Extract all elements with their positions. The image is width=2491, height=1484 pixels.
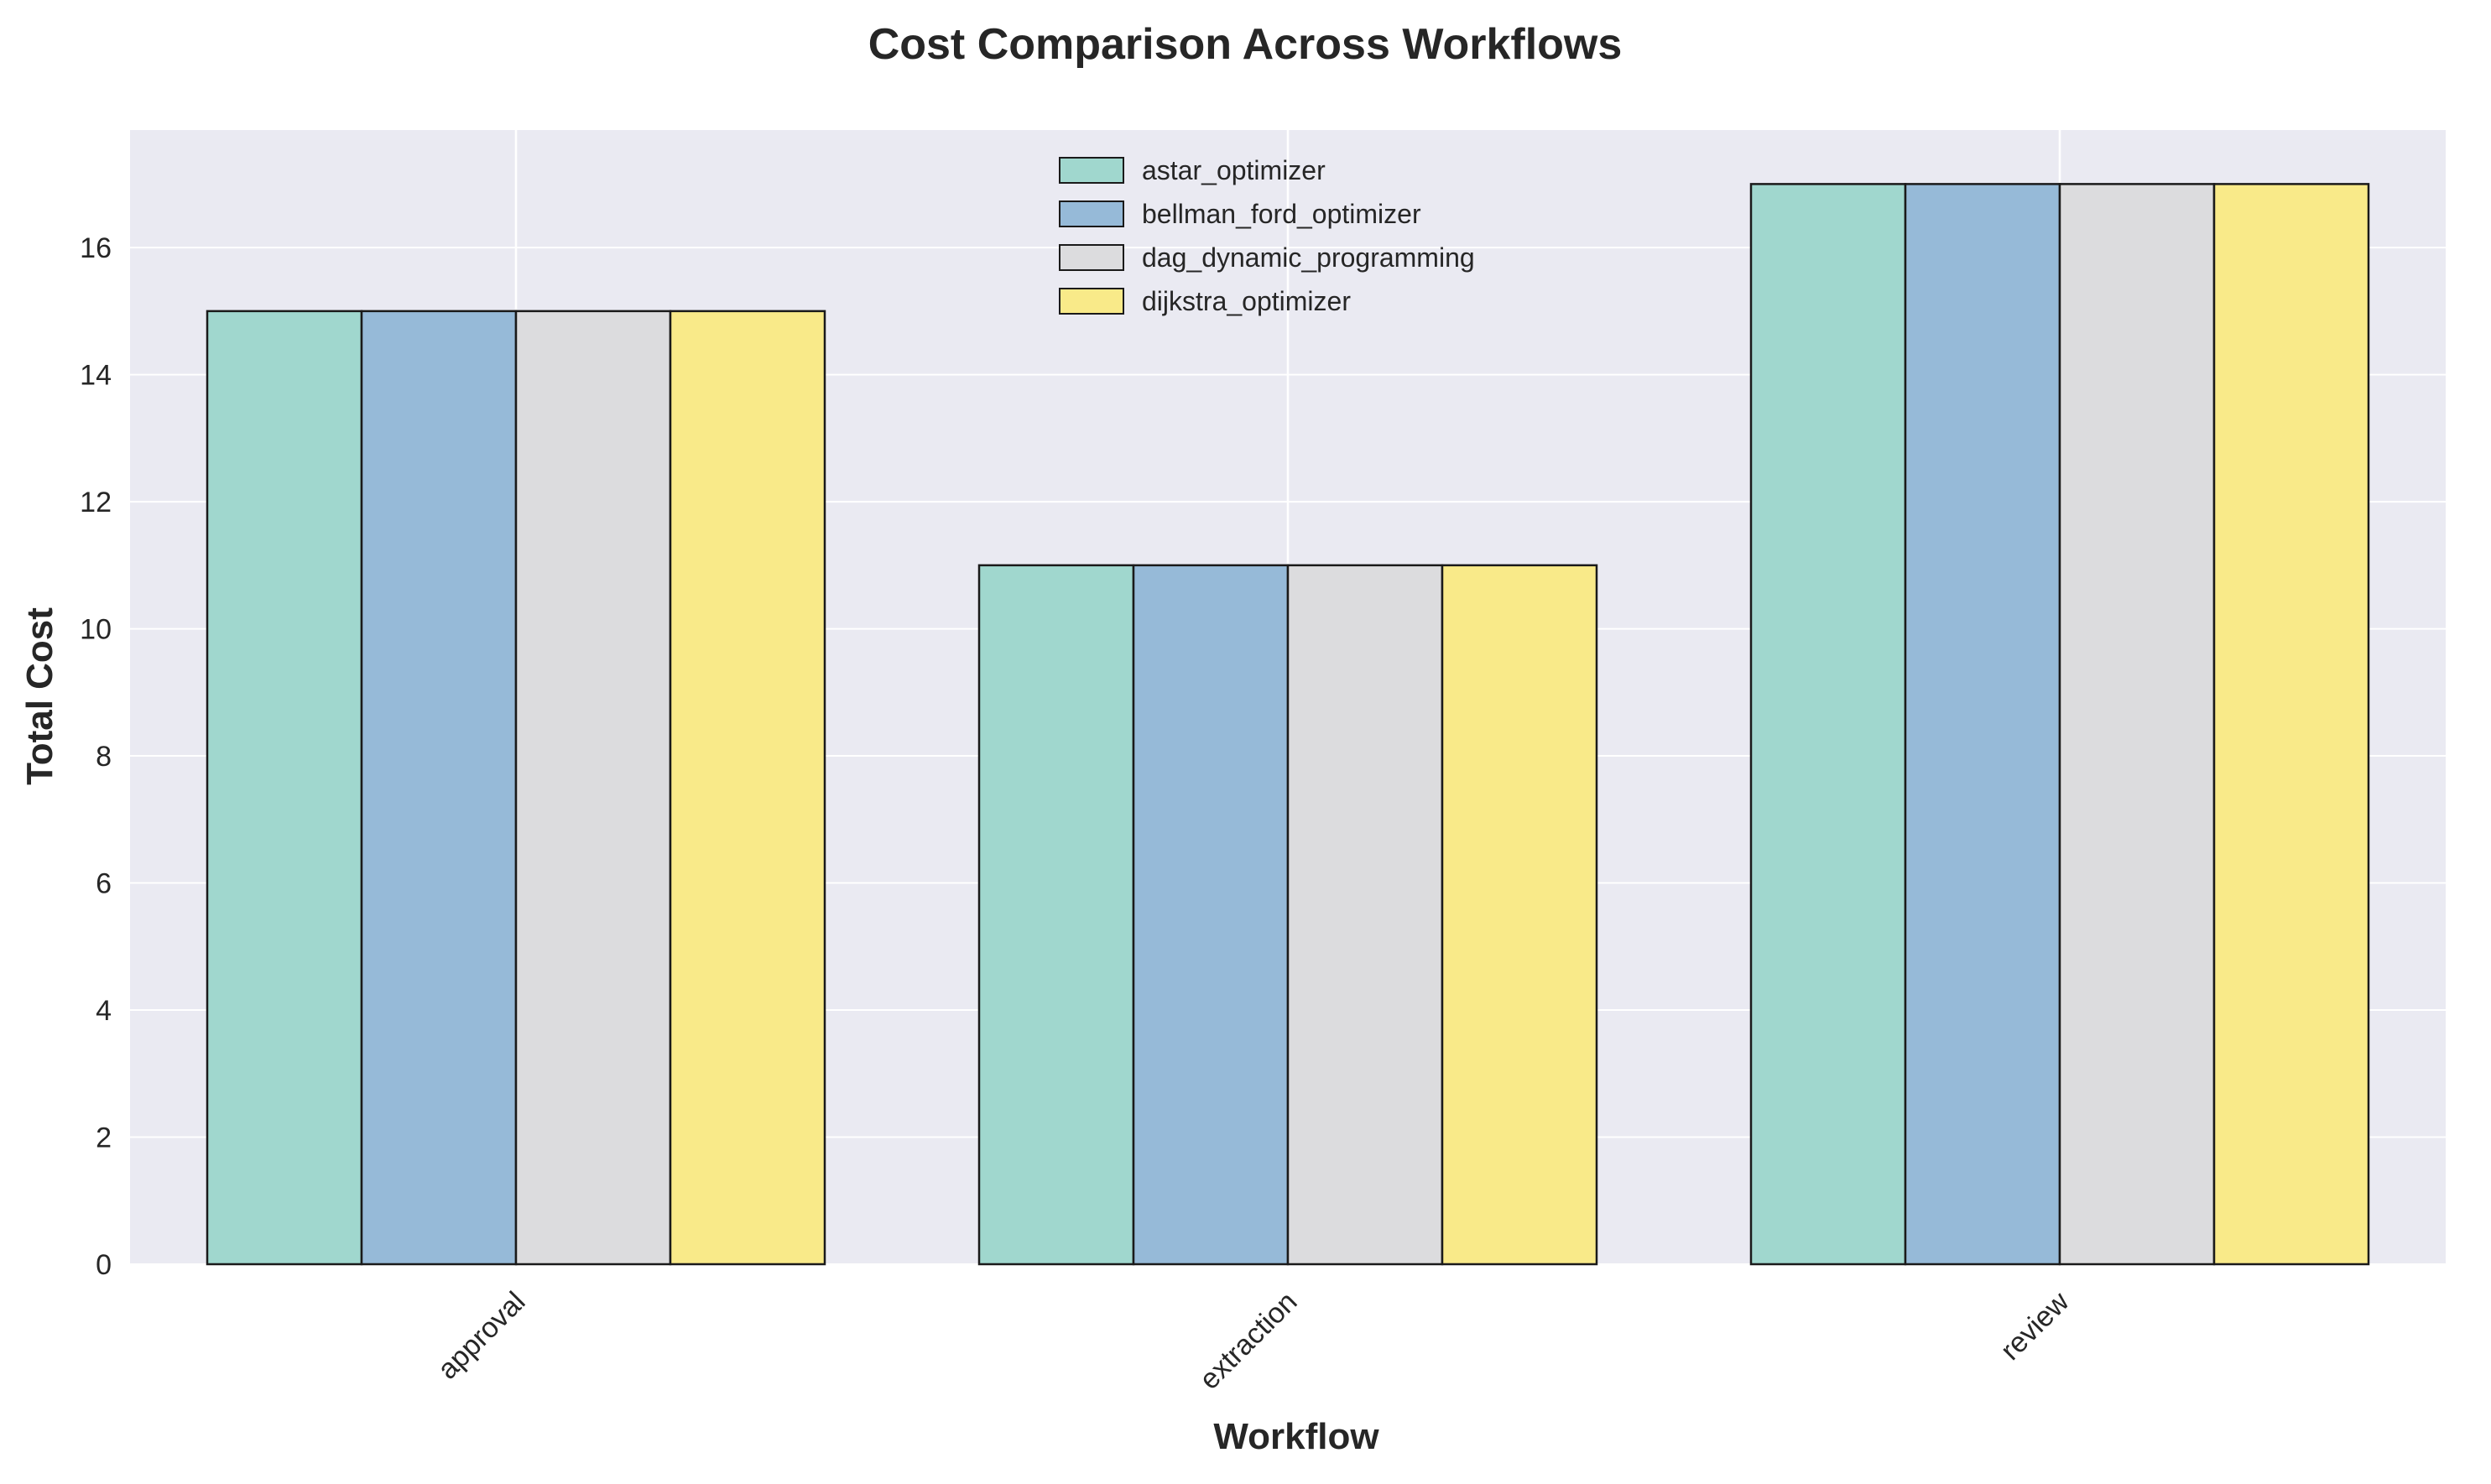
y-tick-label: 12 bbox=[80, 487, 112, 518]
y-tick-label: 0 bbox=[96, 1249, 112, 1281]
legend-item: astar_optimizer bbox=[1059, 155, 1326, 185]
x-tick-label: approval bbox=[431, 1286, 531, 1386]
legend-swatch bbox=[1059, 200, 1124, 227]
x-tick-label: extraction bbox=[1193, 1286, 1303, 1396]
legend-label: astar_optimizer bbox=[1142, 155, 1326, 185]
legend-label: dijkstra_optimizer bbox=[1142, 286, 1351, 316]
bar bbox=[2212, 183, 2370, 1266]
bar bbox=[1749, 183, 1907, 1266]
bar bbox=[1132, 564, 1290, 1266]
legend-item: bellman_ford_optimizer bbox=[1059, 199, 1421, 229]
x-axis-label: Workflow bbox=[1213, 1416, 1379, 1457]
y-tick-label: 14 bbox=[80, 360, 112, 392]
bar bbox=[360, 310, 518, 1266]
y-tick-label: 4 bbox=[96, 995, 112, 1027]
legend: astar_optimizer bellman_ford_optimizerdag… bbox=[1059, 155, 1475, 316]
legend-item: dag_dynamic_programming bbox=[1059, 242, 1475, 273]
y-tick-label: 6 bbox=[96, 868, 112, 900]
x-axis-ticks: approval extraction review bbox=[431, 1285, 2075, 1395]
y-tick-label: 16 bbox=[80, 232, 112, 264]
bar bbox=[2058, 183, 2216, 1266]
y-axis-ticks: 0 2 4 6 8 10 12 14 16 bbox=[80, 232, 112, 1281]
y-tick-label: 8 bbox=[96, 741, 112, 773]
legend-swatch bbox=[1059, 288, 1124, 315]
bars bbox=[206, 183, 2370, 1266]
series-dijkstra_optimizer bbox=[669, 183, 2370, 1266]
x-tick-label: review bbox=[1994, 1285, 2076, 1367]
bar bbox=[206, 310, 363, 1266]
y-tick-label: 10 bbox=[80, 614, 112, 646]
legend-label: dag_dynamic_programming bbox=[1142, 242, 1475, 273]
legend-label: bellman_ford_optimizer bbox=[1142, 199, 1421, 229]
chart-title: Cost Comparison Across Workflows bbox=[868, 20, 1623, 69]
y-tick-label: 2 bbox=[96, 1122, 112, 1154]
y-axis-label: Total Cost bbox=[19, 607, 60, 785]
legend-swatch bbox=[1059, 244, 1124, 271]
bar bbox=[1904, 183, 2061, 1266]
bar bbox=[514, 310, 672, 1266]
legend-item: dijkstra_optimizer bbox=[1059, 286, 1351, 316]
bar bbox=[669, 310, 826, 1266]
legend-swatch bbox=[1059, 157, 1124, 184]
bar bbox=[1286, 564, 1444, 1266]
bar bbox=[1441, 564, 1598, 1266]
series-bellman_ford_optimizer bbox=[360, 183, 2061, 1266]
series-dag_dynamic_programming bbox=[514, 183, 2216, 1266]
bar bbox=[977, 564, 1135, 1266]
